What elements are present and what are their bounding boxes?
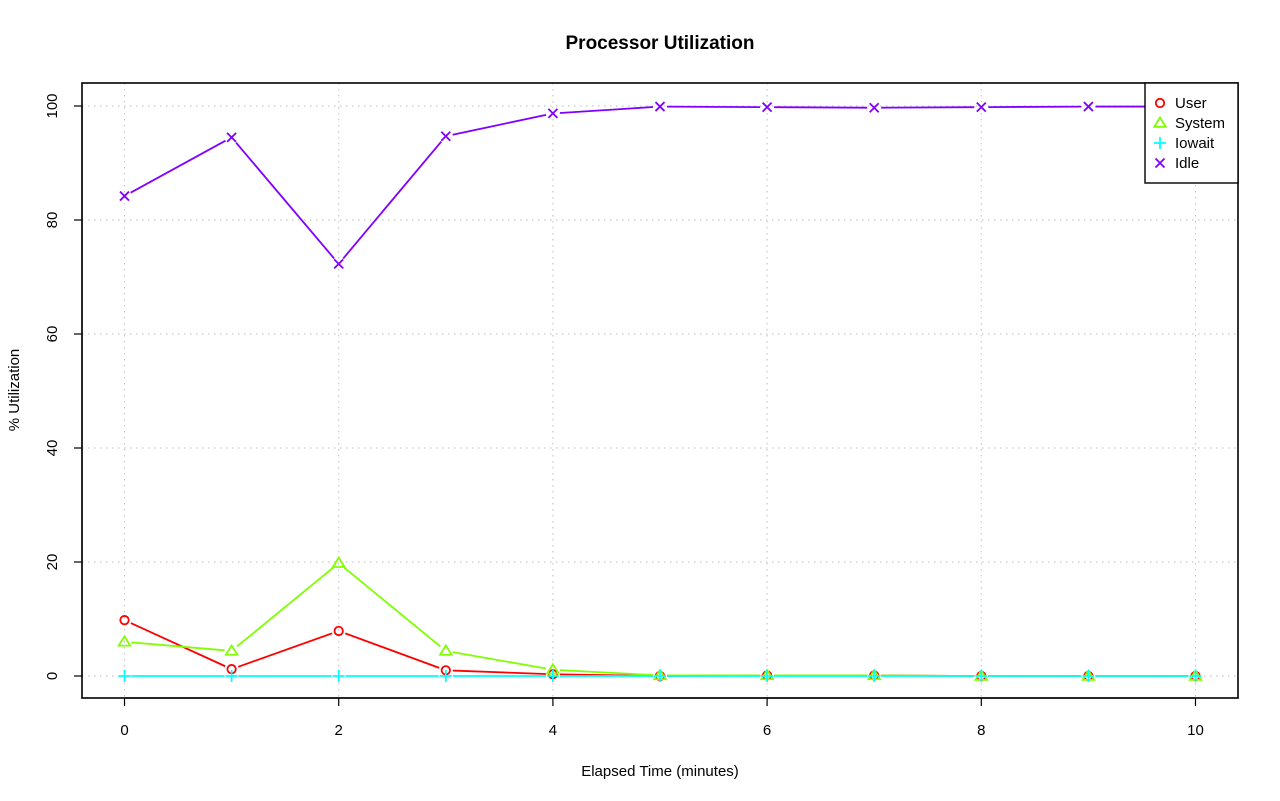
data-point-iowait xyxy=(546,670,559,682)
data-point-idle xyxy=(976,102,987,113)
x-tick-label: 6 xyxy=(763,722,771,739)
data-point-user xyxy=(333,625,344,637)
data-point-idle xyxy=(119,190,130,202)
series-line-idle xyxy=(342,140,442,260)
series-iowait xyxy=(118,670,1202,682)
data-point-idle xyxy=(654,101,666,112)
series-line-user xyxy=(130,622,226,668)
series-line-system xyxy=(343,566,441,648)
series-idle xyxy=(119,101,1201,270)
data-point-idle xyxy=(761,102,773,113)
data-point-iowait xyxy=(975,670,988,682)
legend-label-idle: Idle xyxy=(1175,155,1199,172)
legend-marker-iowait xyxy=(1154,137,1166,149)
y-tick-label: 60 xyxy=(44,326,61,343)
x-tick-label: 10 xyxy=(1187,722,1204,739)
x-tick-label: 8 xyxy=(977,722,985,739)
data-point-iowait xyxy=(439,670,452,682)
y-tick-label: 40 xyxy=(44,440,61,457)
data-point-idle xyxy=(547,108,559,119)
series-line-idle xyxy=(452,113,547,136)
plot-frame xyxy=(81,82,1239,699)
series-line-idle xyxy=(235,142,335,260)
data-point-iowait xyxy=(761,670,774,682)
x-tick-label: 2 xyxy=(335,722,343,739)
legend: User System Iowait Idle xyxy=(1144,82,1239,184)
data-point-user xyxy=(119,615,130,626)
data-point-iowait xyxy=(225,670,238,682)
series-line-user xyxy=(237,632,333,668)
legend-marker-user xyxy=(1154,97,1166,109)
data-point-system xyxy=(224,643,240,656)
data-point-idle xyxy=(869,102,880,113)
data-point-idle xyxy=(226,132,237,143)
series-line-user xyxy=(452,669,546,675)
grid-lines xyxy=(82,83,1238,698)
y-tick-label: 100 xyxy=(44,93,61,118)
data-point-system xyxy=(438,643,454,656)
series-line-system xyxy=(559,669,654,676)
y-tick-label: 0 xyxy=(44,672,61,680)
legend-marker-system xyxy=(1152,115,1168,128)
series-layer xyxy=(117,101,1203,682)
series-line-idle xyxy=(130,139,226,194)
y-tick-label: 20 xyxy=(44,554,61,571)
data-point-system xyxy=(331,555,347,568)
x-tick-label: 0 xyxy=(120,722,128,739)
series-line-system xyxy=(236,566,334,648)
legend-label-system: System xyxy=(1175,115,1225,132)
data-point-idle xyxy=(440,131,451,142)
data-point-system xyxy=(117,634,132,647)
y-tick-label: 80 xyxy=(44,212,61,229)
chart-title: Processor Utilization xyxy=(566,33,755,54)
data-point-iowait xyxy=(868,670,881,682)
data-point-iowait xyxy=(1189,670,1202,682)
data-point-iowait xyxy=(654,670,666,682)
legend-label-iowait: Iowait xyxy=(1175,135,1215,152)
series-system xyxy=(117,555,1203,681)
series-line-user xyxy=(344,632,440,669)
series-line-system xyxy=(452,651,547,670)
data-point-iowait xyxy=(118,670,131,682)
data-point-idle xyxy=(1083,101,1094,112)
series-line-idle xyxy=(559,106,654,114)
x-tick-label: 4 xyxy=(549,722,557,739)
data-point-idle xyxy=(333,258,344,270)
series-line-system xyxy=(131,641,225,652)
y-axis-label: % Utilization xyxy=(6,349,23,432)
data-point-iowait xyxy=(1082,670,1095,682)
x-axis-label: Elapsed Time (minutes) xyxy=(581,763,739,780)
legend-marker-idle xyxy=(1154,157,1166,169)
legend-label-user: User xyxy=(1175,95,1207,112)
data-point-iowait xyxy=(332,670,345,682)
